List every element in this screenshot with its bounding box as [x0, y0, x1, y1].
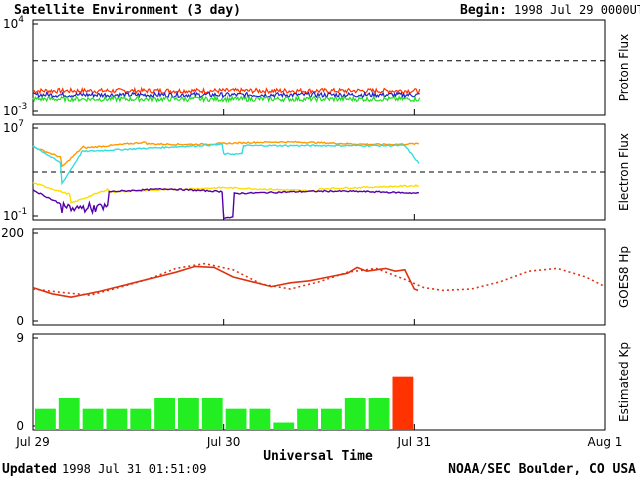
updated-value: 1998 Jul 31 01:51:09 [62, 462, 207, 476]
proton-series-green [32, 94, 421, 104]
begin-label: Begin: [460, 3, 507, 18]
x-tick-label: Jul 29 [15, 435, 50, 449]
hp-series-dotted [32, 262, 606, 297]
kp-bar [106, 408, 128, 430]
kp-bar [82, 408, 104, 430]
kp-bar [154, 398, 175, 430]
chart-title: Satellite Environment (3 day) [14, 3, 241, 18]
y-tick-label: 9 [16, 331, 24, 345]
kp-bar [130, 408, 152, 430]
kp-bar [344, 398, 366, 430]
panel-4: Estimated Kp 9 0 [16, 331, 631, 433]
y-axis-label: Proton Flux [617, 34, 631, 101]
electron-series-yellow [32, 181, 420, 204]
kp-bar [58, 398, 80, 430]
electron-series-orange [32, 140, 419, 168]
panel-frame [32, 228, 606, 326]
panel-frame [32, 333, 606, 431]
y-tick-label: 0 [16, 419, 24, 433]
y-tick-label: 107 [3, 119, 24, 135]
y-axis-label: Electron Flux [617, 133, 631, 211]
kp-bar [249, 408, 271, 430]
y-axis-label: GOES8 Hp [617, 246, 631, 308]
x-axis-label: Universal Time [263, 449, 373, 464]
proton-series-blue [32, 90, 420, 99]
x-tick-label: Jul 30 [206, 435, 241, 449]
y-tick-label: 10-1 [3, 207, 27, 223]
y-axis-label: Estimated Kp [617, 342, 631, 422]
begin-value: 1998 Jul 29 0000UT [514, 3, 640, 17]
hp-series-solid [32, 265, 419, 299]
proton-series-red [32, 86, 421, 95]
y-tick-label: 0 [16, 314, 24, 328]
kp-bar [178, 398, 199, 430]
kp-bar [368, 398, 390, 430]
x-tick-label: Jul 31 [397, 435, 432, 449]
panel-1: Proton Flux 104 10-3 [3, 15, 631, 118]
panels-group: Proton Flux 104 10-3 Electron Flux 107 10-1 GO… [1, 15, 631, 449]
y-tick-label: 10-3 [3, 102, 27, 118]
x-tick-label: Aug 1 [588, 435, 623, 449]
kp-bar [321, 408, 342, 430]
panel-2: Electron Flux 107 10-1 [3, 119, 631, 223]
kp-bar [35, 408, 56, 430]
panel-frame [32, 19, 606, 116]
kp-bar [201, 398, 223, 430]
kp-bar [225, 408, 247, 430]
kp-bar [392, 376, 414, 430]
y-tick-label: 104 [3, 15, 24, 31]
kp-bar [297, 408, 318, 430]
electron-series-purple [32, 187, 420, 219]
y-tick-label: 200 [1, 226, 24, 240]
electron-series-cyan [32, 143, 420, 186]
kp-bar [273, 422, 295, 430]
updated-label: Updated [2, 462, 57, 477]
source-credit: NOAA/SEC Boulder, CO USA [448, 462, 636, 477]
panel-3: GOES8 Hp 200 0 [1, 226, 631, 328]
